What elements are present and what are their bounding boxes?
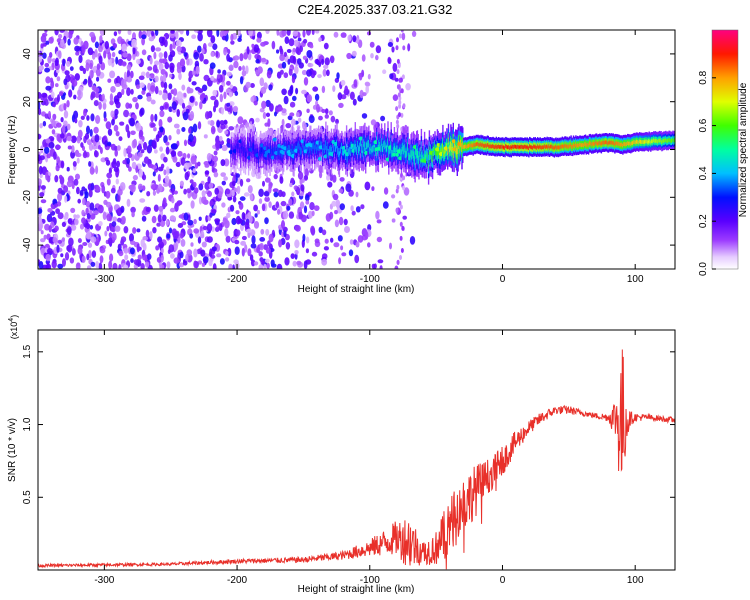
spectrogram-x-tick-label: 100 xyxy=(627,274,644,285)
spectrogram-x-tick-label: -300 xyxy=(94,274,114,285)
colorbar-tick-label: 0.4 xyxy=(698,166,709,180)
snr-x-tick-label: -300 xyxy=(94,575,114,586)
snr-x-tick-label: -100 xyxy=(360,575,380,586)
spectrogram-image xyxy=(38,30,675,269)
spectrogram-y-label: Frequency (Hz) xyxy=(7,116,18,185)
snr-x-label: Height of straight line (km) xyxy=(298,584,415,595)
snr-multiplier-label: (x104) xyxy=(8,315,19,339)
colorbar-tick-label: 0.2 xyxy=(698,214,709,228)
snr-panel: -300 -200 -100 0 100 0.5 1.0 1.5 Height of str… xyxy=(7,315,676,595)
spectrogram-noise xyxy=(38,30,417,269)
spectrogram-y-tick-label: -20 xyxy=(22,190,33,205)
snr-series-line xyxy=(38,349,675,570)
spectrogram-x-tick-label: -100 xyxy=(360,274,380,285)
spectrogram-y-tick-label: 40 xyxy=(22,48,33,60)
snr-y-tick-label: 1.0 xyxy=(22,417,33,431)
snr-x-tick-label: 100 xyxy=(627,575,644,586)
figure-title: C2E4.2025.337.03.21.G32 xyxy=(298,2,453,17)
colorbar: 0.0 0.2 0.4 0.6 0.8 Normalized spectral ampl… xyxy=(698,29,749,276)
spectrogram-ridge xyxy=(228,121,675,185)
snr-y-tick-label: 0.5 xyxy=(22,490,33,504)
snr-y-tick-label: 1.5 xyxy=(22,344,33,358)
snr-y-axis: 0.5 1.0 1.5 xyxy=(22,344,675,504)
spectrogram-y-tick-label: -40 xyxy=(22,237,33,252)
colorbar-tick-label: 0.8 xyxy=(698,70,709,84)
spectrogram-x-tick-label: -200 xyxy=(227,274,247,285)
snr-x-tick-label: -200 xyxy=(227,575,247,586)
snr-x-tick-label: 0 xyxy=(500,575,506,586)
spectrogram-y-tick-label: 0 xyxy=(22,146,33,152)
colorbar-axis: 0.0 0.2 0.4 0.6 0.8 xyxy=(698,70,716,276)
spectrogram-y-tick-label: 20 xyxy=(22,96,33,108)
colorbar-label: Normalized spectral amplitude xyxy=(738,82,749,217)
snr-frame xyxy=(37,329,676,571)
snr-y-label: SNR (10 * v/v) xyxy=(7,418,18,482)
spectrogram-x-label: Height of straight line (km) xyxy=(298,284,415,295)
colorbar-tick-label: 0.6 xyxy=(698,118,709,132)
spectrogram-y-axis: -40 -20 0 20 40 xyxy=(22,48,675,252)
colorbar-tick-label: 0.0 xyxy=(698,262,709,276)
spectrogram-x-axis: -300 -200 -100 0 100 xyxy=(94,30,644,285)
spectrogram-x-tick-label: 0 xyxy=(500,274,506,285)
colorbar-frame xyxy=(711,29,739,270)
colorbar-gradient xyxy=(712,30,738,269)
snr-x-axis: -300 -200 -100 0 100 xyxy=(94,330,644,586)
